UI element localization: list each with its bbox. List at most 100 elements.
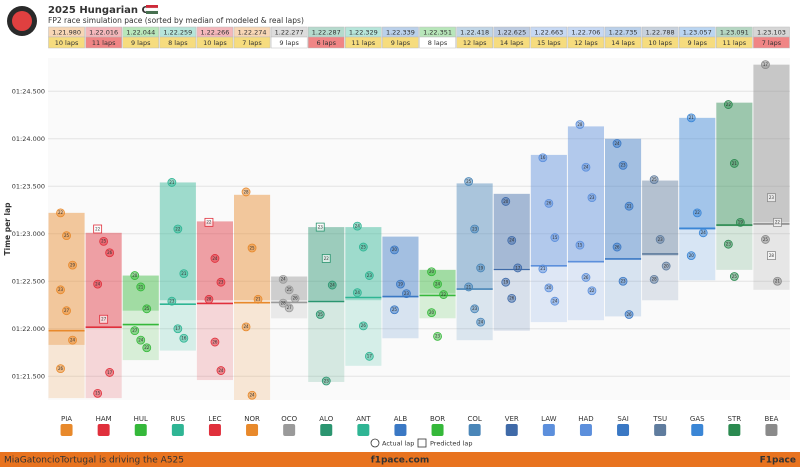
lap-number: 20 [689,253,695,258]
legend-predicted: Predicted lap [430,440,473,448]
actual-lap [686,113,696,123]
lap-number: 21 [627,204,633,209]
lap-number: 23 [621,163,627,168]
lap-number: 25 [250,245,256,250]
lap-number: 25 [392,307,398,312]
actual-lap [649,175,659,185]
actual-lap [390,305,399,315]
lap-number: 22 [175,226,181,231]
actual-lap [501,277,511,287]
laps-label: 12 laps [463,39,487,47]
actual-lap [105,248,115,258]
lap-number: 24 [330,282,336,287]
box-upper [642,180,679,256]
median-label: 1.22.735 [609,29,638,37]
lap-number: 26 [583,275,589,280]
box-upper [567,126,604,263]
predicted-lap [315,222,325,232]
laps-label: 9 laps [391,39,411,47]
lap-number: 22 [726,102,732,107]
laps-label: 9 laps [131,39,151,47]
box-lower [605,258,642,317]
actual-lap [581,273,591,282]
predicted-lap [93,224,103,234]
lap-number: 28 [769,253,775,258]
team-icon [246,424,259,436]
laps-cell [196,36,234,49]
actual-lap [433,331,442,341]
lap-number: 15 [552,235,558,240]
lap-number: 20 [429,269,435,274]
y-tick-label: 01:21.500 [12,372,45,380]
lap-number: 25 [144,306,150,311]
lap-number: 26 [615,244,621,249]
actual-lap [624,201,634,211]
actual-lap [538,153,548,163]
actual-lap [538,264,548,274]
laps-label: 10 laps [648,39,672,47]
actual-lap [247,243,257,253]
actual-lap [93,388,103,398]
laps-label: 9 laps [687,39,707,47]
actual-lap [575,240,585,250]
actual-lap [612,139,622,148]
lap-number: 24 [281,277,287,282]
lap-number: 23 [367,273,373,278]
lap-number: 16 [181,336,187,341]
actual-lap [723,100,733,109]
actual-lap [210,337,220,347]
lap-number: 24 [95,281,101,286]
lap-number: 25 [361,244,367,249]
lap-number: 27 [287,305,293,310]
lap-number: 23 [658,237,664,242]
box-upper [122,275,159,311]
lap-number: 22 [589,288,595,293]
predicted-lap [321,254,331,263]
driver-label: HAD [578,415,593,423]
lap-number: 24 [509,238,515,243]
lap-number: 19 [478,265,484,270]
actual-lap [513,263,523,273]
actual-lap [62,306,71,316]
lap-number: 26 [546,201,552,206]
box-upper [85,232,122,328]
actual-lap [247,390,257,400]
actual-lap [575,120,585,129]
lap-number: 26 [58,366,64,371]
chart-title: 2025 Hungarian GP [48,5,157,16]
lap-number: 21 [181,271,187,276]
lap-number: 17 [367,354,373,359]
lap-number: 23 [318,224,324,229]
actual-lap [130,271,140,280]
lap-number: 25 [101,239,107,244]
actual-lap [587,193,597,203]
driver-label: VER [505,415,519,423]
actual-lap [56,285,65,295]
actual-lap [105,368,115,377]
box-upper [456,183,493,290]
lap-number: 15 [577,242,583,247]
actual-lap [142,304,152,314]
laps-cell [678,36,716,49]
team-icon [208,424,221,436]
box-lower [567,262,604,321]
lap-number: 24 [244,324,250,329]
y-tick-label: 01:23.500 [12,182,45,190]
box-lower [122,310,159,361]
laps-cell [716,36,753,49]
laps-label: 6 laps [316,39,336,47]
box-upper [159,182,196,301]
actual-lap [364,271,374,280]
footer-site: f1pace.com [371,456,429,466]
laps-label: 15 laps [537,39,561,47]
lap-number: 17 [175,326,181,331]
actual-lap [142,343,152,353]
actual-lap [686,251,696,261]
lap-number: 21 [256,297,262,302]
lap-number: 24 [583,165,589,170]
lap-number: 21 [169,180,175,185]
predicted-lap [99,314,109,324]
median-label: 1.22.418 [460,29,489,37]
actual-lap [173,324,183,334]
median-label: 1.22.016 [89,29,118,37]
